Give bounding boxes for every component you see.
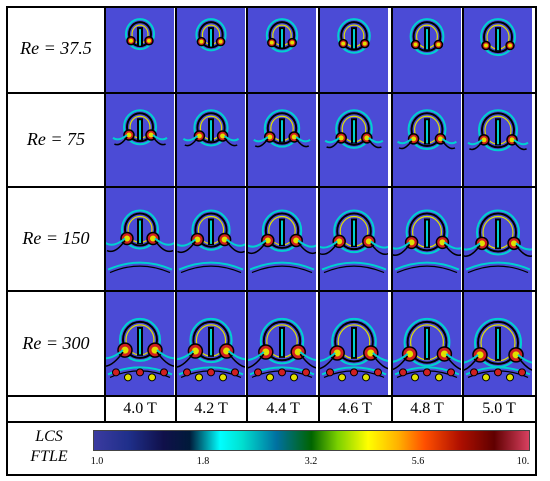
- time-label-4-8: 4.8 T: [410, 400, 444, 417]
- row-divider: [6, 290, 537, 292]
- ftle-cell: [248, 188, 316, 290]
- row-label-re-75: Re = 75: [26, 129, 86, 149]
- ftle-cell: [106, 292, 174, 395]
- col-divider: [462, 6, 464, 422]
- colorbar-title-ftle: FTLE: [30, 448, 68, 465]
- ftle-cell: [393, 292, 461, 395]
- time-label-4-0: 4.0 T: [123, 400, 157, 417]
- ftle-cell: [177, 8, 245, 92]
- ftle-cell: [320, 8, 388, 92]
- ftle-cell: [177, 292, 245, 395]
- colorbar-tick: 3.2: [304, 456, 318, 467]
- ftle-cell: [320, 188, 388, 290]
- row-divider: [6, 395, 537, 397]
- ftle-cell: [320, 94, 388, 186]
- time-label-4-2: 4.2 T: [194, 400, 228, 417]
- col-divider: [246, 6, 248, 422]
- ftle-cell: [177, 94, 245, 186]
- ftle-colorbar: [93, 430, 530, 451]
- ftle-cell: [248, 94, 316, 186]
- row-divider: [6, 92, 537, 94]
- time-label-4-4: 4.4 T: [266, 400, 300, 417]
- figure-frame: [6, 6, 537, 476]
- colorbar-tick: 1.8: [196, 456, 210, 467]
- ftle-cell: [393, 8, 461, 92]
- ftle-cell: [464, 94, 532, 186]
- col-divider: [104, 6, 106, 422]
- row-label-re-300: Re = 300: [22, 333, 90, 353]
- ftle-cell: [320, 292, 388, 395]
- colorbar-tick: 10.: [516, 456, 530, 467]
- col-divider: [318, 6, 320, 422]
- row-divider: [6, 186, 537, 188]
- ftle-cell: [464, 188, 532, 290]
- ftle-cell: [464, 8, 532, 92]
- colorbar-title-lcs: LCS: [35, 428, 63, 445]
- row-label-re-37-5: Re = 37.5: [20, 38, 92, 58]
- ftle-cell: [177, 188, 245, 290]
- col-divider: [391, 6, 393, 422]
- colorbar-tick: 1.0: [90, 456, 104, 467]
- ftle-cell: [248, 8, 316, 92]
- ftle-cell: [393, 188, 461, 290]
- col-divider: [175, 6, 177, 422]
- ftle-cell: [464, 292, 532, 395]
- ftle-cell: [248, 292, 316, 395]
- ftle-cell: [393, 94, 461, 186]
- ftle-cell: [106, 188, 174, 290]
- ftle-cell: [106, 94, 174, 186]
- time-label-4-6: 4.6 T: [338, 400, 372, 417]
- colorbar-tick: 5.6: [411, 456, 425, 467]
- row-label-re-150: Re = 150: [22, 228, 90, 248]
- row-divider: [6, 421, 537, 423]
- ftle-cell: [106, 8, 174, 92]
- time-label-5-0: 5.0 T: [482, 400, 516, 417]
